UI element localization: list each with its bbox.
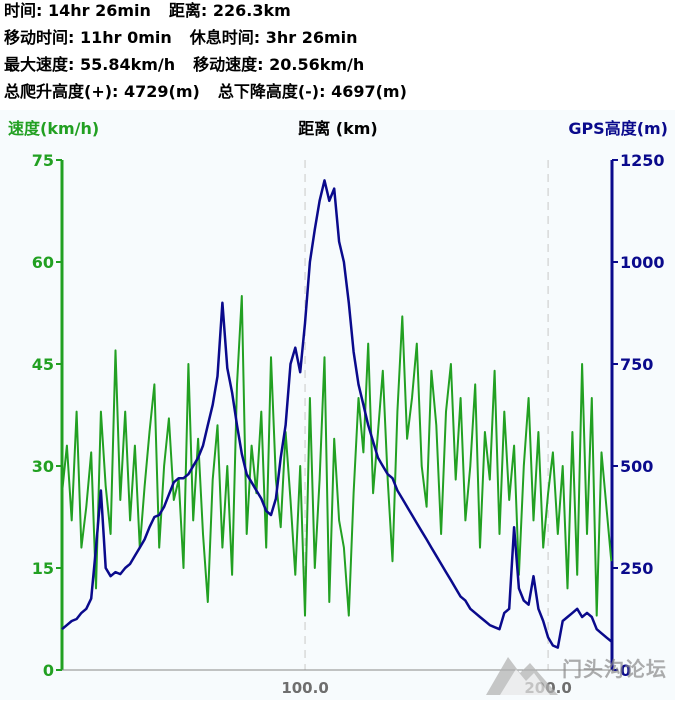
y-axis-right-label: GPS高度(m) xyxy=(568,119,668,138)
y-right-tick-label: 250 xyxy=(620,559,653,578)
y-right-tick-label: 1250 xyxy=(620,151,665,170)
elevation-series-line xyxy=(61,179,613,649)
chart-area: 01530456075025050075010001250100.0200.0 … xyxy=(0,110,675,700)
stat-time: 时间: 14hr 26min xyxy=(4,1,151,20)
y-right-tick-label: 1000 xyxy=(620,253,665,272)
stat-total-descent: 总下降高度(-): 4697(m) xyxy=(217,82,407,101)
stat-total-ascent: 总爬升高度(+): 4729(m) xyxy=(4,82,200,101)
y-axis-left-label: 速度(km/h) xyxy=(8,119,99,138)
stat-distance: 距离: 226.3km xyxy=(168,1,291,20)
y-left-tick-label: 45 xyxy=(32,355,54,374)
gridlines xyxy=(304,160,549,670)
y-left-tick-label: 0 xyxy=(43,661,54,680)
stats-line-3: 最大速度: 55.84km/h 移动速度: 20.56km/h xyxy=(4,54,382,76)
y-right-tick-label: 500 xyxy=(620,457,653,476)
stat-max-speed: 最大速度: 55.84km/h xyxy=(4,55,176,74)
y-left-tick-label: 15 xyxy=(32,559,54,578)
watermark: 门头沟论坛 xyxy=(442,650,667,696)
x-tick-label: 100.0 xyxy=(281,679,328,697)
x-axis-label: 距离 (km) xyxy=(298,119,378,138)
speed-series-line xyxy=(61,295,613,617)
stat-rest-time: 休息时间: 3hr 26min xyxy=(189,28,358,47)
stat-moving-time: 移动时间: 11hr 0min xyxy=(4,28,172,47)
stat-moving-speed: 移动速度: 20.56km/h xyxy=(193,55,365,74)
series-layer xyxy=(61,179,613,649)
axis-labels: 速度(km/h) 距离 (km) GPS高度(m) xyxy=(8,119,668,138)
y-right-tick-label: 0 xyxy=(620,661,631,680)
mountain-logo-icon xyxy=(486,657,558,695)
stats-line-1: 时间: 14hr 26min 距离: 226.3km xyxy=(4,0,309,22)
speed-elevation-chart: 01530456075025050075010001250100.0200.0 … xyxy=(8,119,668,697)
stats-panel: 时间: 14hr 26min 距离: 226.3km 移动时间: 11hr 0mi… xyxy=(0,0,675,110)
stats-line-4: 总爬升高度(+): 4729(m) 总下降高度(-): 4697(m) xyxy=(4,81,425,103)
watermark-text: 门头沟论坛 xyxy=(562,656,667,681)
y-left-tick-label: 75 xyxy=(32,151,54,170)
stats-line-2: 移动时间: 11hr 0min 休息时间: 3hr 26min xyxy=(4,27,376,49)
y-right-tick-label: 750 xyxy=(620,355,653,374)
y-left-tick-label: 30 xyxy=(32,457,54,476)
y-left-tick-label: 60 xyxy=(32,253,54,272)
